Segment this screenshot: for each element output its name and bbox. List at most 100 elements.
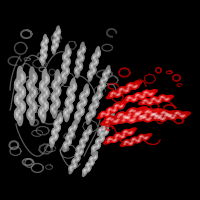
Ellipse shape <box>178 115 185 118</box>
Ellipse shape <box>132 98 138 101</box>
Ellipse shape <box>123 117 126 119</box>
Ellipse shape <box>45 77 49 85</box>
Ellipse shape <box>133 84 139 88</box>
Ellipse shape <box>91 111 94 117</box>
Ellipse shape <box>143 90 148 94</box>
Ellipse shape <box>131 137 136 140</box>
Ellipse shape <box>78 151 81 156</box>
Ellipse shape <box>129 142 134 145</box>
Ellipse shape <box>104 128 105 130</box>
Ellipse shape <box>127 142 129 143</box>
Ellipse shape <box>111 91 116 95</box>
Ellipse shape <box>135 113 142 116</box>
Ellipse shape <box>152 112 159 116</box>
Ellipse shape <box>116 112 124 117</box>
Ellipse shape <box>72 82 75 88</box>
Ellipse shape <box>121 117 128 121</box>
Ellipse shape <box>81 95 82 97</box>
Ellipse shape <box>111 93 113 94</box>
Ellipse shape <box>162 112 169 115</box>
Ellipse shape <box>85 168 88 172</box>
Ellipse shape <box>75 153 78 157</box>
Ellipse shape <box>54 132 57 137</box>
Ellipse shape <box>106 71 108 75</box>
Ellipse shape <box>63 143 66 148</box>
Ellipse shape <box>148 102 150 103</box>
Ellipse shape <box>41 80 45 87</box>
Ellipse shape <box>122 143 127 146</box>
Ellipse shape <box>160 110 167 114</box>
Ellipse shape <box>118 135 124 138</box>
Ellipse shape <box>115 138 117 140</box>
Ellipse shape <box>84 102 85 104</box>
Ellipse shape <box>101 113 103 115</box>
Ellipse shape <box>141 115 148 119</box>
Ellipse shape <box>137 109 144 113</box>
Ellipse shape <box>162 97 167 100</box>
Ellipse shape <box>75 111 79 118</box>
Ellipse shape <box>98 93 102 99</box>
Ellipse shape <box>75 152 78 157</box>
Ellipse shape <box>126 131 132 135</box>
Ellipse shape <box>129 119 136 123</box>
Ellipse shape <box>130 108 137 113</box>
Ellipse shape <box>172 113 178 116</box>
Ellipse shape <box>83 49 85 51</box>
Ellipse shape <box>135 113 142 117</box>
Ellipse shape <box>71 132 74 137</box>
Ellipse shape <box>132 138 134 140</box>
Ellipse shape <box>79 145 82 150</box>
Ellipse shape <box>92 162 93 164</box>
Ellipse shape <box>127 88 129 89</box>
Ellipse shape <box>125 98 131 101</box>
Ellipse shape <box>119 136 121 137</box>
Ellipse shape <box>51 140 54 145</box>
Ellipse shape <box>100 139 101 141</box>
Ellipse shape <box>71 169 72 171</box>
Ellipse shape <box>42 44 43 46</box>
Ellipse shape <box>67 138 69 140</box>
Ellipse shape <box>28 83 32 91</box>
Ellipse shape <box>86 114 90 120</box>
Ellipse shape <box>71 93 74 100</box>
Ellipse shape <box>51 93 55 100</box>
Ellipse shape <box>103 127 106 131</box>
Ellipse shape <box>113 106 118 109</box>
Ellipse shape <box>115 133 120 137</box>
Ellipse shape <box>138 115 145 118</box>
Ellipse shape <box>121 88 126 92</box>
Ellipse shape <box>90 64 93 70</box>
Ellipse shape <box>67 134 70 139</box>
Ellipse shape <box>20 86 24 95</box>
Ellipse shape <box>66 141 69 146</box>
Ellipse shape <box>87 165 89 167</box>
Ellipse shape <box>55 134 58 140</box>
Ellipse shape <box>20 90 25 99</box>
Ellipse shape <box>99 130 100 131</box>
Ellipse shape <box>110 114 114 118</box>
Ellipse shape <box>149 118 151 119</box>
Ellipse shape <box>76 159 77 161</box>
Ellipse shape <box>17 84 22 93</box>
Ellipse shape <box>93 97 96 103</box>
Ellipse shape <box>27 96 31 104</box>
Ellipse shape <box>106 120 110 123</box>
Ellipse shape <box>122 120 125 121</box>
Ellipse shape <box>108 117 116 122</box>
Ellipse shape <box>65 50 69 61</box>
Ellipse shape <box>103 124 104 125</box>
Ellipse shape <box>157 117 160 119</box>
Ellipse shape <box>88 73 91 78</box>
Ellipse shape <box>107 121 109 122</box>
Ellipse shape <box>141 115 148 118</box>
Ellipse shape <box>42 83 47 96</box>
Ellipse shape <box>115 114 122 119</box>
Ellipse shape <box>149 112 156 116</box>
Ellipse shape <box>83 168 86 172</box>
Ellipse shape <box>69 105 73 112</box>
Ellipse shape <box>28 99 30 102</box>
Ellipse shape <box>95 53 98 58</box>
Ellipse shape <box>87 91 88 94</box>
Ellipse shape <box>133 112 140 116</box>
Ellipse shape <box>78 158 79 159</box>
